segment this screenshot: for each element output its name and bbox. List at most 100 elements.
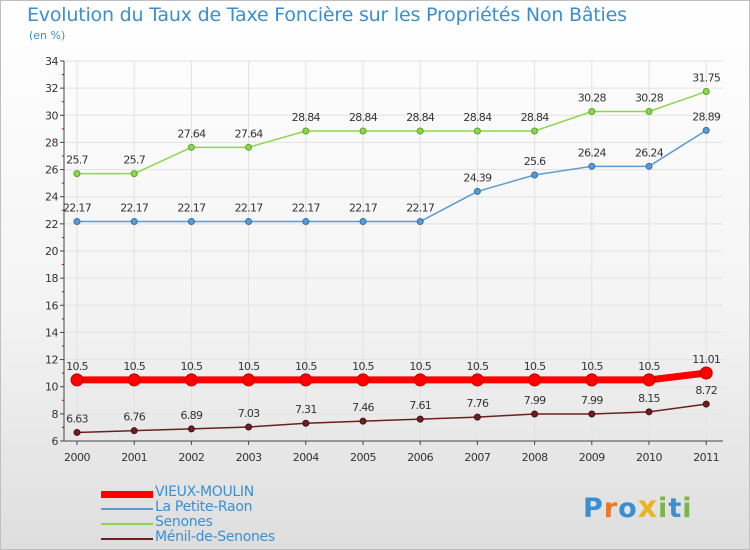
data-label-senones: 28.84 <box>292 111 321 124</box>
data-point-la-petite-raon <box>187 218 195 226</box>
data-label-la-petite-raon: 22.17 <box>292 202 321 215</box>
data-point-la-petite-raon <box>130 218 138 226</box>
data-point-la-petite-raon <box>416 218 424 226</box>
y-tick-label: 34 <box>45 55 58 68</box>
x-tick-label: 2003 <box>236 451 262 464</box>
y-tick-label: 12 <box>45 354 58 367</box>
data-label-vieux-moulin: 10.5 <box>238 360 260 373</box>
x-tick-label: 2001 <box>121 451 147 464</box>
data-label-vieux-moulin: 10.5 <box>524 360 546 373</box>
data-point-la-petite-raon <box>473 187 481 195</box>
data-label-senones: 28.84 <box>463 111 492 124</box>
data-label-la-petite-raon: 22.17 <box>235 202 264 215</box>
legend-label: Senones <box>155 514 213 530</box>
data-label-senones: 27.64 <box>177 127 206 140</box>
data-point-vieux-moulin <box>299 373 313 387</box>
data-point-la-petite-raon <box>588 162 596 170</box>
data-point-vieux-moulin <box>699 366 713 380</box>
data-point-la-petite-raon <box>645 162 653 170</box>
data-point-senones <box>588 107 596 115</box>
series-line-senones <box>77 90 707 175</box>
data-label-la-petite-raon: 22.17 <box>406 202 435 215</box>
y-tick-label: 8 <box>52 408 59 421</box>
legend-label: La Petite-Raon <box>155 499 253 515</box>
data-label-m-nil-de-senones: 7.61 <box>409 399 431 412</box>
data-label-m-nil-de-senones: 7.99 <box>524 394 546 407</box>
y-tick-label: 16 <box>45 299 58 312</box>
x-tick-label: 2007 <box>464 451 490 464</box>
x-tick-label: 2000 <box>64 451 90 464</box>
data-label-senones: 27.64 <box>235 127 264 140</box>
legend-swatch <box>101 508 153 510</box>
legend-swatch <box>101 523 153 525</box>
data-label-la-petite-raon: 26.24 <box>635 146 664 159</box>
data-point-la-petite-raon <box>359 218 367 226</box>
data-point-m-nil-de-senones <box>588 410 596 418</box>
data-label-vieux-moulin: 10.5 <box>467 360 489 373</box>
data-label-senones: 28.84 <box>406 111 435 124</box>
data-point-m-nil-de-senones <box>359 417 367 425</box>
y-tick-label: 20 <box>45 245 58 258</box>
data-point-vieux-moulin <box>184 373 198 387</box>
y-tick-label: 26 <box>45 164 58 177</box>
data-label-la-petite-raon: 25.6 <box>524 155 546 168</box>
data-point-senones <box>416 127 424 135</box>
data-label-vieux-moulin: 10.5 <box>581 360 603 373</box>
logo-letter: o <box>618 493 638 524</box>
logo-letter: r <box>603 493 619 524</box>
y-tick-label: 10 <box>45 381 58 394</box>
data-point-vieux-moulin <box>413 373 427 387</box>
series-line-la-petite-raon <box>77 129 707 223</box>
x-tick-label: 2011 <box>693 451 719 464</box>
data-label-vieux-moulin: 10.5 <box>638 360 660 373</box>
logo-letter: x <box>637 490 659 525</box>
data-label-m-nil-de-senones: 7.31 <box>295 403 317 416</box>
data-point-vieux-moulin <box>127 373 141 387</box>
data-point-senones <box>245 143 253 151</box>
data-label-vieux-moulin: 11.01 <box>692 353 720 366</box>
legend-swatch <box>101 538 153 540</box>
data-label-la-petite-raon: 22.17 <box>63 202 92 215</box>
data-point-vieux-moulin <box>70 373 84 387</box>
y-tick-label: 18 <box>45 272 58 285</box>
data-point-m-nil-de-senones <box>645 408 653 416</box>
data-point-m-nil-de-senones <box>130 427 138 435</box>
data-label-vieux-moulin: 10.5 <box>352 360 374 373</box>
data-label-la-petite-raon: 22.17 <box>349 202 378 215</box>
data-label-senones: 28.84 <box>521 111 550 124</box>
y-tick-label: 6 <box>52 435 59 448</box>
data-point-la-petite-raon <box>245 218 253 226</box>
legend-label: VIEUX-MOULIN <box>155 484 254 500</box>
y-tick-label: 30 <box>45 109 58 122</box>
data-label-m-nil-de-senones: 8.15 <box>638 392 660 405</box>
data-point-vieux-moulin <box>242 373 256 387</box>
y-tick-label: 28 <box>45 136 58 149</box>
series-line-m-nil-de-senones <box>76 403 707 434</box>
data-point-vieux-moulin <box>528 373 542 387</box>
data-label-senones: 25.7 <box>66 154 88 167</box>
data-point-senones <box>302 127 310 135</box>
data-label-la-petite-raon: 22.17 <box>177 202 206 215</box>
data-point-senones <box>531 127 539 135</box>
data-label-m-nil-de-senones: 7.99 <box>581 394 603 407</box>
logo-letter: i <box>682 493 693 524</box>
data-point-vieux-moulin <box>356 373 370 387</box>
x-tick-label: 2006 <box>407 451 433 464</box>
data-label-senones: 30.28 <box>578 91 607 104</box>
y-tick-label: 24 <box>45 191 58 204</box>
data-label-m-nil-de-senones: 6.76 <box>123 411 145 424</box>
data-point-la-petite-raon <box>73 218 81 226</box>
data-point-m-nil-de-senones <box>702 400 710 408</box>
legend-swatch <box>101 490 153 498</box>
data-label-vieux-moulin: 10.5 <box>409 360 431 373</box>
legend-label: Ménil-de-Senones <box>155 529 275 545</box>
data-point-m-nil-de-senones <box>302 419 310 427</box>
data-label-vieux-moulin: 10.5 <box>295 360 317 373</box>
data-point-la-petite-raon <box>531 171 539 179</box>
data-label-m-nil-de-senones: 7.03 <box>238 407 260 420</box>
data-point-m-nil-de-senones <box>473 413 481 421</box>
y-tick-label: 14 <box>45 326 58 339</box>
data-label-m-nil-de-senones: 6.89 <box>181 409 203 422</box>
data-label-vieux-moulin: 10.5 <box>181 360 203 373</box>
